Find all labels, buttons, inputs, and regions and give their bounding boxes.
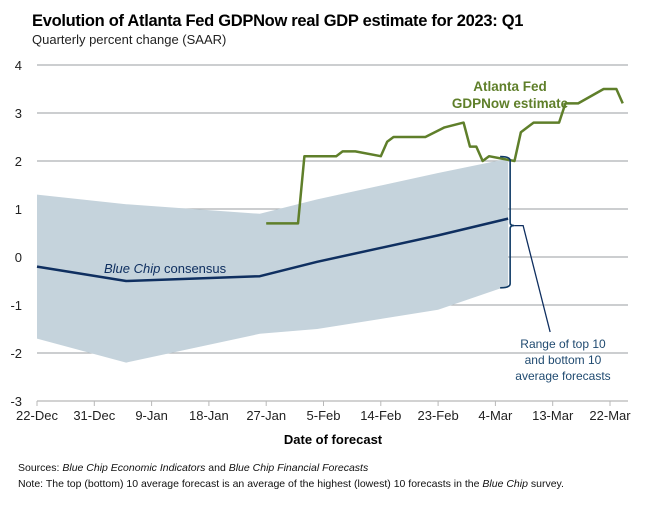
y-axis-ticks: 4 3 2 1 0 -1 -2 -3	[10, 58, 22, 409]
annotations: Atlanta Fed GDPNow estimate Blue Chip cons…	[104, 79, 611, 383]
x-tick-label: 14-Feb	[360, 408, 401, 423]
range-label: and bottom 10	[525, 353, 602, 367]
series-lines	[36, 87, 624, 283]
note-label: Note:	[18, 478, 44, 490]
x-tick-label: 27-Jan	[246, 408, 286, 423]
note-text-2: survey.	[527, 478, 564, 490]
blue-chip-consensus-line	[36, 217, 509, 283]
y-tick-label: -1	[10, 298, 22, 313]
y-tick-label: 3	[15, 106, 22, 121]
note-text-1: The top (bottom) 10 average forecast is …	[43, 478, 483, 490]
x-tick-label: 5-Feb	[307, 408, 341, 423]
x-tick-label: 4-Mar	[478, 408, 513, 423]
range-label: average forecasts	[515, 369, 610, 383]
y-tick-label: -2	[10, 346, 22, 361]
x-tick-label: 23-Feb	[417, 408, 458, 423]
y-tick-label: 2	[15, 154, 22, 169]
consensus-label: Blue Chip consensus	[104, 261, 227, 276]
y-tick-label: 0	[15, 250, 22, 265]
sources-line: Sources: Blue Chip Economic Indicators a…	[18, 462, 368, 474]
note-italic: Blue Chip	[482, 478, 528, 490]
x-tick-label: 13-Mar	[532, 408, 574, 423]
x-tick-label: 18-Jan	[189, 408, 229, 423]
sources-text-2: Blue Chip Financial Forecasts	[228, 462, 369, 474]
consensus-label-italic: Blue Chip	[104, 261, 160, 276]
x-tick-label: 22-Mar	[589, 408, 631, 423]
sources-and: and	[205, 462, 229, 474]
range-leader-line	[514, 224, 551, 333]
chart-title: Evolution of Atlanta Fed GDPNow real GDP…	[32, 12, 524, 30]
chart-subtitle: Quarterly percent change (SAAR)	[32, 32, 227, 47]
y-tick-label: 4	[15, 58, 22, 73]
gdpnow-label: Atlanta Fed	[473, 79, 547, 94]
gdpnow-line	[266, 87, 624, 225]
x-tick-label: 22-Dec	[16, 408, 58, 423]
x-axis: 22-Dec 31-Dec 9-Jan 18-Jan 27-Jan 5-Feb 14-Feb…	[16, 400, 631, 423]
gdpnow-label: GDPNow estimate	[452, 96, 569, 111]
x-axis-label: Date of forecast	[284, 432, 383, 447]
sources-text-1: Blue Chip Economic Indicators	[62, 462, 206, 474]
note-line: Note: The top (bottom) 10 average foreca…	[18, 478, 564, 490]
range-label: Range of top 10	[520, 337, 606, 351]
range-band-area	[37, 158, 509, 363]
x-tick-label: 9-Jan	[135, 408, 168, 423]
range-bracket	[500, 155, 515, 289]
forecast-range-band	[37, 158, 509, 363]
sources-label: Sources:	[18, 462, 60, 474]
x-tick-label: 31-Dec	[73, 408, 115, 423]
y-tick-label: -3	[10, 394, 22, 409]
y-tick-label: 1	[15, 202, 22, 217]
consensus-label-rest: consensus	[160, 261, 226, 276]
